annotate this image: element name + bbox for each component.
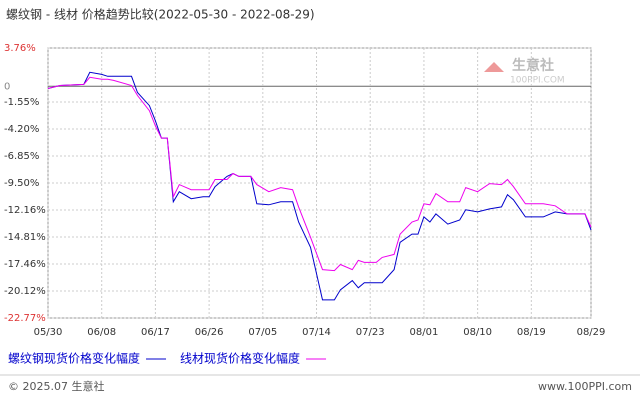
x-tick-label: 06/17: [141, 327, 170, 338]
x-tick-label: 06/08: [87, 327, 116, 338]
y-tick-label: -4.20%: [4, 124, 39, 135]
y-tick-label: -20.12%: [4, 286, 46, 297]
footer-right: www.100PPI.com: [538, 380, 632, 393]
chart-title: 螺纹钢 - 线材 价格趋势比较(2022-05-30 - 2022-08-29): [6, 7, 315, 22]
x-tick-label: 08/19: [517, 327, 546, 338]
x-tick-label: 08/01: [410, 327, 439, 338]
watermark: 生意社: [512, 57, 554, 74]
x-tick-label: 07/23: [356, 327, 385, 338]
x-tick-label: 08/10: [463, 327, 492, 338]
watermark-url: 100PPI.COM: [510, 76, 565, 86]
legend-label: 线材现货价格变化幅度: [180, 351, 300, 366]
y-tick-label: -17.46%: [4, 259, 46, 270]
x-tick-label: 08/29: [577, 327, 606, 338]
y-tick-label: -22.77%: [4, 313, 46, 324]
y-tick-label: -1.55%: [4, 97, 39, 108]
y-tick-label: -14.81%: [4, 232, 46, 243]
x-tick-label: 05/30: [34, 327, 63, 338]
y-tick-label: -12.16%: [4, 205, 46, 216]
x-tick-label: 06/26: [195, 327, 224, 338]
y-tick-label: -6.85%: [4, 151, 39, 162]
watermark-logo: [484, 62, 504, 72]
y-tick-label: 0: [4, 81, 10, 92]
y-tick-label: -9.50%: [4, 178, 39, 189]
y-tick-label: 3.76%: [4, 43, 36, 54]
x-tick-label: 07/14: [302, 327, 331, 338]
x-tick-label: 07/05: [248, 327, 277, 338]
data-line: [47, 71, 592, 301]
data-line: [47, 76, 592, 272]
footer-left: © 2025.07 生意社: [8, 379, 104, 393]
legend-label: 螺纹钢现货价格变化幅度: [8, 351, 140, 366]
